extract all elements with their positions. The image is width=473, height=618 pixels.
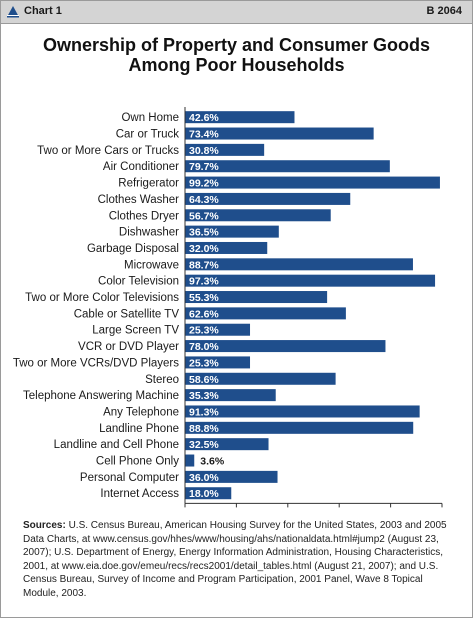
category-label: Cell Phone Only [96, 456, 179, 468]
data-label: 36.0% [189, 472, 219, 484]
category-label: Own Home [121, 112, 179, 124]
bar [185, 291, 328, 304]
bar [185, 143, 265, 156]
bar [185, 176, 440, 189]
bar [185, 258, 413, 271]
bar [185, 241, 268, 254]
data-label: 18.0% [189, 488, 219, 500]
bar [185, 372, 336, 385]
bar-chart: Own Home 42.6% Car or Truck 73.4% Two or Mor… [13, 107, 456, 511]
category-label: Landline and Cell Phone [54, 439, 179, 451]
data-label: 88.8% [189, 423, 219, 435]
category-label: Two or More Color Televisions [25, 292, 179, 304]
category-label: Microwave [124, 259, 179, 271]
data-label: 64.3% [189, 194, 219, 206]
data-label: 79.7% [189, 161, 219, 173]
data-label: 30.8% [189, 145, 219, 157]
report-number: B 2064 [426, 5, 462, 17]
bar [185, 356, 251, 369]
x-tick-label: 100% [428, 510, 456, 511]
data-label: 91.3% [189, 406, 219, 418]
category-label: Any Telephone [103, 406, 179, 418]
chart-title-line-1: Ownership of Property and Consumer Goods [42, 35, 431, 55]
category-label: Car or Truck [116, 129, 180, 141]
category-label: Stereo [145, 374, 179, 386]
bar [185, 160, 390, 173]
category-label: Clothes Washer [98, 194, 180, 206]
category-label: Air Conditioner [103, 161, 179, 173]
category-label: Dishwasher [119, 227, 179, 239]
category-label: Personal Computer [80, 472, 179, 484]
data-label: 42.6% [189, 112, 219, 124]
data-label: 58.6% [189, 374, 219, 386]
heritage-bell-icon [7, 6, 19, 18]
data-label: 78.0% [189, 341, 219, 353]
bar [185, 225, 279, 238]
category-label: Internet Access [100, 488, 179, 500]
chart-title: Ownership of Property and Consumer Goods… [1, 35, 472, 75]
sources-label: Sources: [23, 520, 66, 531]
x-tick-label: 20% [225, 510, 247, 511]
bar [185, 421, 414, 434]
category-label: VCR or DVD Player [78, 341, 179, 353]
category-label: Landline Phone [99, 423, 179, 435]
sources-note: Sources: U.S. Census Bureau, American Ho… [23, 519, 453, 600]
sources-text: U.S. Census Bureau, American Housing Sur… [23, 520, 447, 599]
x-tick-label: 60% [328, 510, 350, 511]
bar [185, 307, 346, 320]
bar [185, 405, 420, 418]
category-label: Telephone Answering Machine [23, 390, 179, 402]
x-tick-label: 40% [277, 510, 299, 511]
chart-number: Chart 1 [24, 5, 62, 17]
category-label: Refrigerator [118, 178, 179, 190]
data-label: 25.3% [189, 357, 219, 369]
chart-title-line-2: Among Poor Households [128, 55, 345, 75]
bar [185, 454, 195, 467]
category-label: Cable or Satellite TV [74, 308, 180, 320]
data-label: 99.2% [189, 178, 219, 190]
chart-header-bar: Chart 1 B 2064 [1, 1, 472, 24]
category-label: Clothes Dryer [109, 210, 179, 222]
data-label: 32.5% [189, 439, 219, 451]
data-label: 25.3% [189, 325, 219, 337]
bar [185, 487, 232, 500]
bar [185, 340, 386, 353]
bar [185, 438, 269, 451]
data-label: 36.5% [189, 227, 219, 239]
data-label: 97.3% [189, 276, 219, 288]
data-label: 88.7% [189, 259, 219, 271]
data-label: 56.7% [189, 210, 219, 222]
data-label: 3.6% [200, 456, 225, 468]
data-label: 62.6% [189, 308, 219, 320]
x-tick-label: 0 [182, 510, 188, 511]
data-label: 35.3% [189, 390, 219, 402]
bar [185, 274, 436, 287]
category-label: Color Television [98, 276, 179, 288]
bar [185, 209, 331, 222]
category-label: Large Screen TV [92, 325, 179, 337]
bar [185, 470, 278, 483]
data-label: 55.3% [189, 292, 219, 304]
data-label: 73.4% [189, 129, 219, 141]
bar [185, 323, 251, 336]
data-label: 32.0% [189, 243, 219, 255]
bar [185, 111, 295, 124]
category-label: Garbage Disposal [87, 243, 179, 255]
bar [185, 127, 374, 140]
bar [185, 389, 276, 402]
x-tick-label: 80% [380, 510, 402, 511]
bar [185, 192, 351, 205]
category-label: Two or More VCRs/DVD Players [13, 357, 179, 369]
category-label: Two or More Cars or Trucks [37, 145, 179, 157]
